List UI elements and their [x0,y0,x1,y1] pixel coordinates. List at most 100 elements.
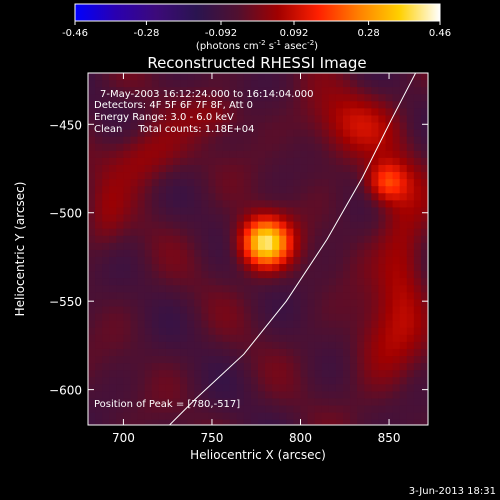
heatmap-cell [88,327,96,336]
heatmap-cell [420,341,428,350]
heatmap-cell [406,87,415,95]
heatmap-cell [258,405,266,414]
heatmap-cell [300,419,309,425]
heatmap-cell [137,327,146,336]
heatmap-cell [215,186,224,194]
heatmap-cell [286,264,295,272]
heatmap-cell [321,356,330,364]
heatmap-cell [335,200,344,209]
heatmap-cell [357,412,365,421]
heatmap-cell [272,419,280,425]
heatmap-cell [307,299,316,308]
heatmap-cell [293,348,302,357]
heatmap-cell [343,94,351,102]
heatmap-cell [222,73,231,81]
heatmap-cell [102,292,110,301]
heatmap-cell [307,405,316,414]
heatmap-cell [406,80,415,88]
heatmap-cell [180,150,188,159]
heatmap-cell [102,80,110,88]
heatmap-cell [88,334,96,343]
heatmap-cell [158,129,167,138]
heatmap-cell [102,122,110,131]
heatmap-cell [165,341,174,350]
heatmap-cell [321,186,330,194]
heatmap-cell [116,278,125,286]
heatmap-cell [307,122,316,131]
heatmap-cell [272,200,280,209]
heatmap-cell [194,391,202,400]
heatmap-cell [165,327,174,336]
heatmap-cell [335,207,344,216]
heatmap-cell [413,73,422,81]
heatmap-cell [194,356,202,364]
plot-frame [87,72,429,426]
heatmap-cell [151,150,160,159]
heatmap-cell [307,391,316,400]
heatmap-cell [392,292,401,301]
heatmap-cell [399,412,408,421]
heatmap-cell [286,391,295,400]
heatmap-cell [378,186,387,194]
heatmap-cell [357,292,365,301]
heatmap-cell [201,377,210,385]
heatmap-cell [158,235,167,244]
heatmap-cell [385,221,394,230]
heatmap-cell [406,341,415,350]
heatmap-cell [350,115,358,124]
heatmap-cell [364,136,372,145]
heatmap-cell [173,306,181,315]
heatmap-cell [321,327,330,336]
heatmap-cell [371,370,380,378]
heatmap-cell [265,278,273,286]
heatmap-cell [265,341,273,350]
heatmap-cell [187,101,195,109]
heatmap-cell [144,299,153,308]
heatmap-cell [321,136,330,145]
heatmap-cell [399,292,408,301]
heatmap-cell [116,327,125,336]
heatmap-cell [314,356,323,364]
heatmap-cell [300,292,309,301]
heatmap-cell [102,384,110,392]
heatmap-cell [130,172,139,180]
heatmap-cell [95,299,103,308]
heatmap-cell [321,391,330,400]
heatmap-cell [272,249,280,258]
heatmap-cell [215,306,224,315]
heatmap-cell [201,221,210,230]
heatmap-cell [265,384,273,392]
heatmap-cell [300,87,309,95]
heatmap-cell [364,101,372,109]
heatmap-cell [328,370,337,378]
heatmap-cell [180,136,188,145]
heatmap-cell [399,115,408,124]
heatmap-cell [265,129,273,138]
heatmap-cell [123,363,132,371]
heatmap-cell [229,122,238,131]
heatmap-cell [420,80,428,88]
heatmap-cell [279,398,287,407]
heatmap-cell [158,87,167,95]
heatmap-cell [116,419,125,425]
heatmap-cell [307,285,316,293]
heatmap-cell [236,164,245,173]
heatmap-cell [258,136,266,145]
heatmap-cell [392,80,401,88]
heatmap-cell [413,384,422,392]
heatmap-cell [357,249,365,258]
heatmap-cell [350,108,358,117]
heatmap-cell [413,87,422,95]
heatmap-cell [265,200,273,209]
heatmap-cell [208,306,217,315]
heatmap-cell [222,115,231,124]
heatmap-cell [321,179,330,187]
heatmap-cell [137,370,146,378]
heatmap-cell [300,200,309,209]
heatmap-cell [243,313,252,322]
heatmap-cell [293,356,302,364]
heatmap-cell [173,73,181,81]
heatmap-cell [173,200,181,209]
heatmap-cell [229,363,238,371]
heatmap-cell [222,271,231,279]
